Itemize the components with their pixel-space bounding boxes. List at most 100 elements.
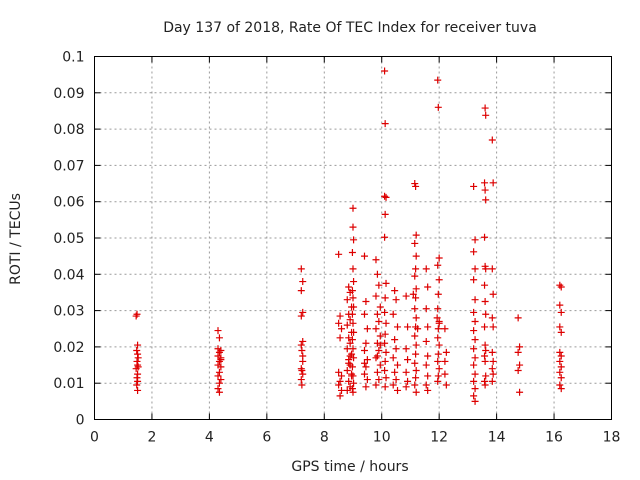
- data-point: [389, 354, 397, 362]
- data-point: [404, 323, 412, 331]
- data-point: [394, 386, 402, 394]
- data-point: [336, 312, 344, 320]
- data-point: [217, 376, 225, 384]
- data-point: [441, 357, 449, 365]
- data-point: [381, 67, 389, 75]
- data-point: [362, 298, 370, 306]
- data-point: [381, 339, 389, 347]
- data-point: [299, 278, 307, 286]
- data-point: [345, 334, 353, 342]
- data-point: [470, 377, 478, 385]
- data-point: [299, 308, 307, 316]
- data-point: [214, 372, 222, 380]
- data-point: [435, 319, 443, 327]
- plot-frame: [94, 56, 612, 420]
- data-point: [349, 372, 357, 380]
- data-point: [434, 357, 442, 365]
- data-point: [402, 368, 410, 376]
- data-point: [350, 236, 358, 244]
- data-point: [470, 308, 478, 316]
- data-point: [402, 292, 410, 300]
- data-point: [556, 348, 564, 356]
- data-point: [346, 316, 354, 324]
- data-point: [133, 347, 141, 355]
- data-point: [481, 298, 489, 306]
- data-point: [411, 272, 419, 280]
- axis-ticks: 0 2 4 6 8 10 12 14 16 18 0 0.01 0.02 0.03 0.04 0.05 0.06…: [53, 50, 620, 446]
- data-point: [298, 347, 306, 355]
- data-point: [372, 325, 380, 333]
- data-point: [362, 363, 370, 371]
- data-point: [132, 365, 140, 373]
- data-point: [381, 383, 389, 391]
- data-point: [435, 276, 443, 284]
- data-point: [514, 314, 522, 322]
- data-point: [488, 348, 496, 356]
- data-point: [360, 359, 368, 367]
- data-point: [372, 381, 380, 389]
- data-point: [424, 283, 432, 291]
- data-points: [132, 67, 565, 405]
- data-point: [412, 388, 420, 396]
- data-point: [471, 370, 479, 378]
- data-point: [335, 250, 343, 258]
- data-point: [391, 368, 399, 376]
- data-point: [422, 381, 430, 389]
- data-point: [471, 354, 479, 362]
- data-point: [362, 383, 370, 391]
- data-point: [557, 308, 565, 316]
- y-tick-label: 0.1: [62, 50, 84, 66]
- data-point: [489, 290, 497, 298]
- data-point: [343, 296, 351, 304]
- data-point: [434, 305, 442, 313]
- data-point: [348, 249, 356, 257]
- data-point: [470, 361, 478, 369]
- data-point: [215, 368, 223, 376]
- data-point: [442, 348, 450, 356]
- data-point: [349, 204, 357, 212]
- data-point: [488, 136, 496, 144]
- data-point: [215, 379, 223, 387]
- data-point: [382, 374, 390, 382]
- data-point: [435, 254, 443, 262]
- data-point: [471, 265, 479, 273]
- data-point: [391, 336, 399, 344]
- data-point: [557, 385, 565, 393]
- data-point: [481, 281, 489, 289]
- data-point: [349, 294, 357, 302]
- x-tick-label: 6: [262, 430, 271, 446]
- data-point: [363, 325, 371, 333]
- data-point: [298, 381, 306, 389]
- data-point: [402, 383, 410, 391]
- data-point: [424, 386, 432, 394]
- chart-title: Day 137 of 2018, Rate Of TEC Index for r…: [163, 20, 537, 36]
- data-point: [298, 366, 306, 374]
- y-tick-label: 0.06: [53, 195, 84, 211]
- x-tick-label: 0: [90, 430, 99, 446]
- data-point: [434, 261, 442, 269]
- data-point: [372, 354, 380, 362]
- data-point: [434, 325, 442, 333]
- data-point: [382, 279, 390, 287]
- data-point: [481, 233, 489, 241]
- y-tick-label: 0.01: [53, 376, 84, 392]
- data-point: [412, 182, 420, 190]
- data-point: [350, 354, 358, 362]
- y-tick-label: 0.04: [53, 267, 84, 283]
- data-point: [363, 376, 371, 384]
- data-point: [412, 366, 420, 374]
- data-point: [471, 236, 479, 244]
- data-point: [489, 370, 497, 378]
- data-point: [335, 381, 343, 389]
- data-point: [363, 356, 371, 364]
- data-point: [336, 392, 344, 400]
- data-point: [435, 365, 443, 373]
- data-point: [336, 377, 344, 385]
- data-point: [214, 327, 222, 335]
- data-point: [556, 281, 564, 289]
- x-tick-label: 4: [205, 430, 214, 446]
- data-point: [441, 370, 449, 378]
- data-point: [214, 385, 222, 393]
- data-point: [434, 76, 442, 84]
- data-point: [343, 366, 351, 374]
